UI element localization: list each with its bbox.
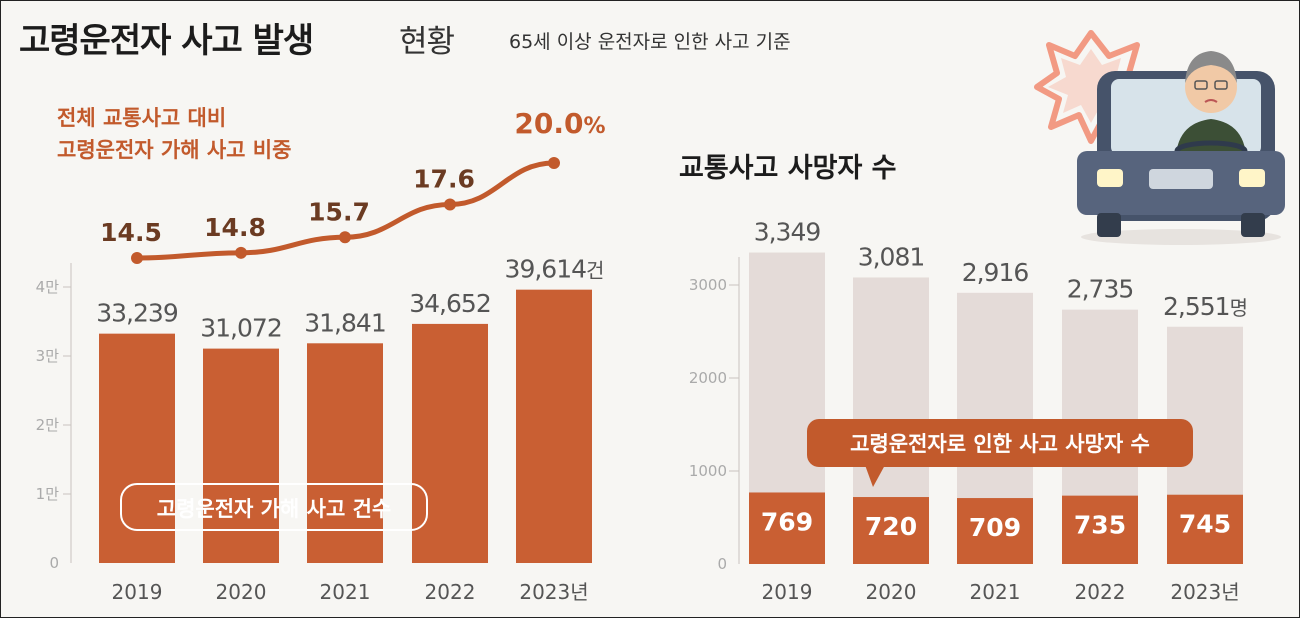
- page-title-suffix: 현황: [399, 24, 455, 60]
- bar-elderly-label: 720: [865, 512, 917, 541]
- share-point: [235, 246, 247, 259]
- bar: [307, 343, 383, 563]
- share-point: [548, 157, 560, 170]
- y-tick-label: 0: [49, 554, 59, 572]
- y-tick-label: 3000: [689, 276, 727, 294]
- bar: [412, 323, 488, 563]
- bar-elderly: [957, 498, 1033, 564]
- bar-elderly-label: 709: [969, 513, 1021, 542]
- bar-elderly-label: 735: [1074, 511, 1126, 540]
- bar-elderly-label: 745: [1179, 510, 1231, 539]
- bar: [99, 333, 175, 563]
- x-tick-label: 2019: [112, 580, 163, 604]
- share-point: [339, 231, 351, 244]
- bar-elderly: [1167, 494, 1243, 564]
- car-crash-illustration: [1034, 30, 1285, 245]
- series-label: 고령운전자로 인한 사고 사망자 수: [850, 432, 1150, 456]
- share-value-label: 20.0%: [514, 107, 605, 140]
- y-tick-label: 0: [717, 555, 727, 573]
- x-tick-label: 2023년: [519, 580, 588, 604]
- callout-bubble: [807, 419, 1193, 467]
- share-value-label: 14.8: [204, 213, 266, 242]
- bar: [203, 348, 279, 563]
- series-label-box: [120, 483, 428, 531]
- bar: [516, 289, 592, 563]
- share-value-label: 15.7: [308, 197, 370, 226]
- x-tick-label: 2021: [320, 580, 371, 604]
- x-tick-label: 2020: [866, 580, 917, 604]
- share-series-name: 고령운전자 가해 사고 비중: [57, 138, 291, 162]
- driver-head-icon: [1185, 61, 1237, 113]
- x-tick-label: 2022: [1075, 580, 1126, 604]
- bar-elderly-label: 769: [761, 507, 813, 536]
- accident-count-chart: 0 1만 2만 3만 4만 33,239 2019 31,072 2020 31,841 2021 3…: [36, 106, 606, 604]
- bar-value-label: 2,551명: [1163, 292, 1247, 321]
- unit-label: 건: [586, 259, 603, 283]
- x-tick-label: 2023년: [1170, 580, 1239, 604]
- fatality-chart: 교통사고 사망자 수 0 1000 2000 3000 3,349 769 2019 3,081…: [679, 153, 1248, 604]
- unit-label: %: [584, 114, 606, 139]
- share-series-name: 전체 교통사고 대비: [57, 106, 226, 130]
- bar-elderly: [853, 497, 929, 564]
- bar-value-label: 2,916: [962, 258, 1029, 287]
- bar-value-label: 31,841: [304, 308, 385, 337]
- bar-value-label: 3,081: [858, 242, 925, 271]
- page-title: 고령운전자 사고 발생: [19, 21, 314, 61]
- y-tick-label: 1만: [36, 485, 60, 503]
- x-tick-label: 2021: [970, 580, 1021, 604]
- y-tick-label: 2000: [689, 369, 727, 387]
- bar-value-label: 2,735: [1067, 275, 1134, 304]
- bar-elderly: [1062, 495, 1138, 564]
- crash-burst-icon: [1034, 30, 1158, 144]
- bar-value-label: 3,349: [754, 218, 821, 247]
- x-tick-label: 2020: [216, 580, 267, 604]
- share-point: [444, 198, 456, 211]
- page-subtitle: 65세 이상 운전자로 인한 사고 기준: [509, 31, 791, 53]
- callout-pointer: [865, 465, 885, 487]
- series-label: 고령운전자 가해 사고 건수: [157, 497, 391, 521]
- share-point: [131, 252, 143, 264]
- y-tick-label: 2만: [36, 416, 60, 434]
- share-value-label: 17.6: [413, 164, 475, 193]
- bar-value-label: 33,239: [96, 299, 178, 328]
- x-tick-label: 2019: [762, 580, 813, 604]
- bar-value-label: 31,072: [200, 314, 281, 343]
- headlight-right-icon: [1239, 169, 1265, 187]
- share-value-label: 14.5: [100, 218, 162, 247]
- headlight-left-icon: [1097, 169, 1123, 187]
- y-tick-label: 3만: [36, 347, 60, 365]
- y-tick-label: 4만: [36, 278, 60, 296]
- unit-label: 명: [1230, 296, 1247, 320]
- x-tick-label: 2022: [425, 580, 476, 604]
- bar-value-label: 34,652: [409, 289, 490, 318]
- chart-title: 교통사고 사망자 수: [679, 153, 897, 184]
- bar-value-label: 39,614건: [505, 255, 604, 284]
- y-tick-label: 1000: [689, 462, 727, 480]
- bar-elderly: [749, 492, 825, 564]
